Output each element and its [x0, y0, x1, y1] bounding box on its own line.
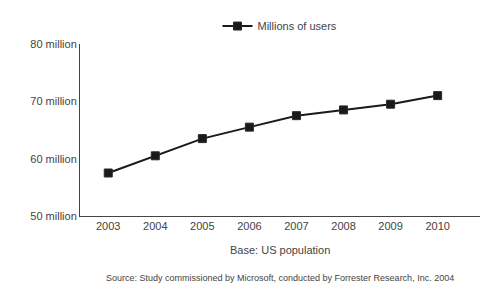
svg-text:70 million: 70 million	[30, 95, 76, 107]
svg-text:2007: 2007	[284, 220, 308, 232]
svg-text:2004: 2004	[143, 220, 167, 232]
svg-text:2010: 2010	[425, 220, 449, 232]
svg-text:2008: 2008	[331, 220, 355, 232]
svg-text:2003: 2003	[96, 220, 120, 232]
svg-text:Source: Study commissioned by: Source: Study commissioned by Microsoft,…	[106, 273, 454, 283]
svg-text:Base: US population: Base: US population	[230, 244, 330, 256]
svg-text:2005: 2005	[190, 220, 214, 232]
svg-text:60 million: 60 million	[30, 153, 76, 165]
svg-text:Millions of users: Millions of users	[258, 20, 337, 32]
svg-text:2006: 2006	[237, 220, 261, 232]
svg-text:80 million: 80 million	[30, 38, 76, 50]
svg-text:2009: 2009	[378, 220, 402, 232]
svg-text:50 million: 50 million	[30, 210, 76, 222]
